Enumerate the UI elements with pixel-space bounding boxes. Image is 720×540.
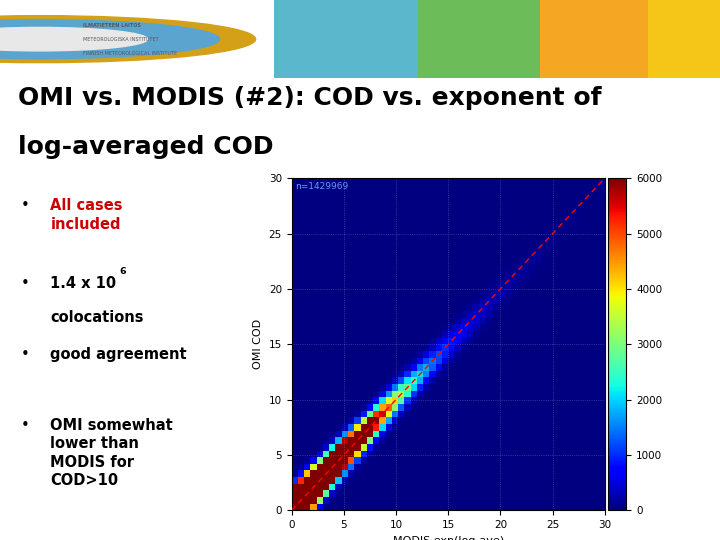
Text: 1.4 x 10: 1.4 x 10	[50, 276, 117, 291]
Text: ILMATIETEEN LAITOS: ILMATIETEEN LAITOS	[83, 23, 140, 28]
Circle shape	[0, 19, 220, 59]
Bar	[648, 0, 720, 78]
Text: colocations: colocations	[50, 310, 144, 325]
Text: good agreement: good agreement	[50, 347, 187, 362]
Circle shape	[0, 28, 148, 51]
Text: OMI somewhat
lower than
MODIS for
COD>10: OMI somewhat lower than MODIS for COD>10	[50, 418, 173, 489]
Text: FINNISH METEOROLOGICAL INSTITUTE: FINNISH METEOROLOGICAL INSTITUTE	[83, 51, 177, 56]
Text: •: •	[21, 418, 30, 433]
Y-axis label: OMI COD: OMI COD	[253, 319, 263, 369]
Bar	[540, 0, 648, 78]
Circle shape	[0, 16, 256, 63]
Text: METEOROLOGISKA INSTITUTET: METEOROLOGISKA INSTITUTET	[83, 37, 158, 42]
Bar	[418, 0, 540, 78]
X-axis label: MODIS exp(log-ave): MODIS exp(log-ave)	[392, 536, 504, 540]
Text: •: •	[21, 276, 30, 291]
Text: n=1429969: n=1429969	[294, 183, 348, 191]
Text: log-averaged COD: log-averaged COD	[18, 135, 274, 159]
Text: All cases
included: All cases included	[50, 198, 123, 232]
Text: OMI vs. MODIS (#2): COD vs. exponent of: OMI vs. MODIS (#2): COD vs. exponent of	[18, 86, 601, 110]
Text: 6: 6	[120, 267, 126, 276]
Text: •: •	[21, 198, 30, 213]
Bar	[0, 0, 274, 78]
Bar	[274, 0, 418, 78]
Text: •: •	[21, 347, 30, 362]
